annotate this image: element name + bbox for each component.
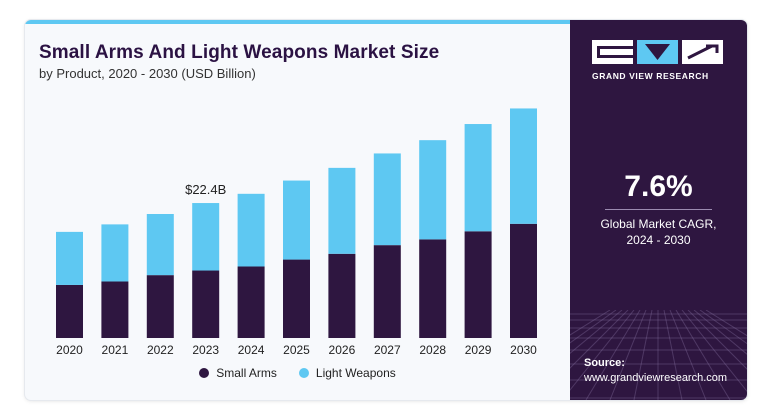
grid-line <box>633 310 653 400</box>
perspective-grid-decoration <box>570 310 747 400</box>
bar-light-weapons-2028 <box>419 140 447 240</box>
bar-small-arms-2022 <box>146 275 174 338</box>
sidebar-panel: GRAND VIEW RESEARCH 7.6% Global Market C… <box>570 20 747 400</box>
bar-small-arms-2026 <box>328 253 356 338</box>
source-link[interactable]: www.grandviewresearch.com <box>584 372 728 384</box>
bar-light-weapons-2029 <box>464 124 492 232</box>
source-label: Source: <box>584 357 625 369</box>
legend-label-small-arms: Small Arms <box>216 366 277 380</box>
source-block: Source: www.grandviewresearch.com <box>584 356 727 386</box>
brand-name: GRAND VIEW RESEARCH <box>592 71 709 81</box>
x-tick-label-2020: 2020 <box>56 343 83 357</box>
x-tick-label-2021: 2021 <box>102 343 129 357</box>
bar-small-arms-2021 <box>101 281 129 338</box>
grid-line <box>669 310 707 400</box>
x-tick-label-2023: 2023 <box>192 343 219 357</box>
legend-label-light-weapons: Light Weapons <box>315 366 396 380</box>
logo-marks <box>592 40 725 64</box>
legend-marker-light-weapons <box>298 368 309 378</box>
bar-small-arms-2027 <box>373 245 401 338</box>
grid-line <box>609 310 647 400</box>
legend-item-light-weapons: Light Weapons <box>298 366 396 380</box>
x-tick-label-2030: 2030 <box>510 343 537 357</box>
cagr-label-line2: 2024 - 2030 <box>626 233 691 247</box>
infographic-card: Small Arms And Light Weapons Market Size… <box>25 20 747 400</box>
chart-legend: Small Arms Light Weapons <box>25 366 570 380</box>
chart-title: Small Arms And Light Weapons Market Size <box>39 42 440 63</box>
logo-mark-v-icon <box>637 40 678 64</box>
bar-small-arms-2024 <box>237 266 265 338</box>
bar-small-arms-2023 <box>192 270 220 338</box>
bar-small-arms-2020 <box>56 284 83 338</box>
cagr-divider <box>605 209 712 210</box>
legend-item-small-arms: Small Arms <box>199 366 277 380</box>
grid-line <box>681 310 747 393</box>
bar-small-arms-2025 <box>283 259 310 338</box>
bar-light-weapons-2022 <box>146 214 174 276</box>
accent-line <box>25 20 570 24</box>
bar-light-weapons-2025 <box>283 180 310 260</box>
grid-line <box>570 310 635 391</box>
bar-light-weapons-2030 <box>510 108 537 224</box>
x-tick-label-2029: 2029 <box>465 343 492 357</box>
x-tick-label-2028: 2028 <box>419 343 446 357</box>
bar-light-weapons-2021 <box>101 224 129 282</box>
grand-view-research-logo: GRAND VIEW RESEARCH <box>592 40 725 81</box>
cagr-label: Global Market CAGR, 2024 - 2030 <box>570 216 747 248</box>
legend-marker-small-arms <box>199 368 210 378</box>
grid-line <box>570 310 617 344</box>
cagr-value: 7.6% <box>624 170 693 203</box>
x-tick-label-2024: 2024 <box>238 343 265 357</box>
bar-light-weapons-2020 <box>56 231 83 285</box>
x-tick-label-2025: 2025 <box>283 343 310 357</box>
grid-line <box>699 310 747 345</box>
chart-panel: Small Arms And Light Weapons Market Size… <box>25 20 570 400</box>
data-label-2023: $22.4B <box>185 182 226 197</box>
bar-light-weapons-2024 <box>237 193 265 267</box>
bar-chart: 2020 2021 2022 2023 2024 2025 2026 2027 2028 2029… <box>56 108 537 357</box>
grid-line <box>663 310 683 400</box>
logo-mark-g-icon <box>592 40 633 64</box>
bar-small-arms-2029 <box>464 231 492 338</box>
bar-small-arms-2030 <box>510 223 537 338</box>
bar-small-arms-2028 <box>419 239 447 338</box>
grid-line <box>705 310 747 337</box>
grid-line <box>570 310 629 369</box>
logo-mark-r-icon <box>682 40 723 64</box>
bar-light-weapons-2023 <box>192 203 220 271</box>
bar-light-weapons-2026 <box>328 167 356 254</box>
grid-line <box>570 310 611 336</box>
x-tick-label-2022: 2022 <box>147 343 174 357</box>
chart-subtitle: by Product, 2020 - 2030 (USD Billion) <box>39 66 256 81</box>
grid-line <box>675 310 731 400</box>
x-tick-label-2026: 2026 <box>329 343 356 357</box>
x-tick-label-2027: 2027 <box>374 343 401 357</box>
grid-line <box>693 310 747 355</box>
grid-line <box>570 310 623 354</box>
grid-line <box>585 310 641 400</box>
grid-line <box>687 310 747 370</box>
bar-light-weapons-2027 <box>373 153 401 246</box>
cagr-label-line1: Global Market CAGR, <box>600 217 717 231</box>
